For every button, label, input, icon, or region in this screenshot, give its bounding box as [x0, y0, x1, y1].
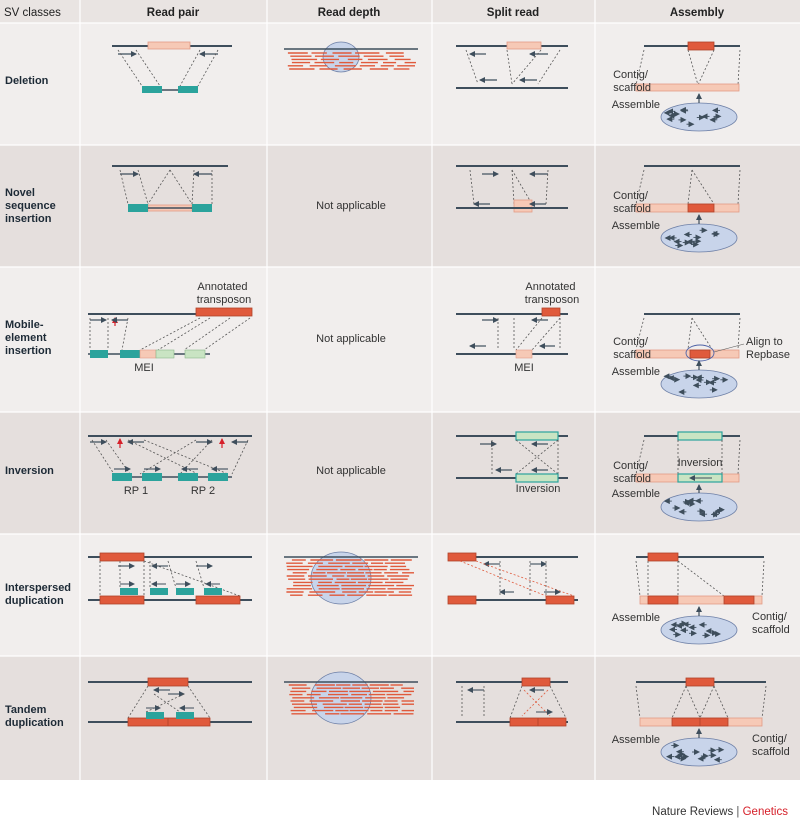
- row-label-mobile: Mobile- element insertion: [5, 319, 52, 357]
- rp1-label: RP 1: [124, 485, 148, 497]
- rp2-label: RP 2: [191, 485, 215, 497]
- as-align-repbase: Align to Repbase: [746, 336, 790, 361]
- as-inversion-label: Inversion: [678, 457, 723, 469]
- row-labels: Deletion Novel sequence insertion Mobile…: [5, 75, 74, 729]
- reads-tandem: [288, 684, 414, 715]
- header-sv-classes: SV classes: [4, 7, 61, 19]
- assemble-label-inversion: Assemble: [612, 488, 660, 500]
- credit-separator: |: [736, 806, 740, 818]
- assemble-label-deletion: Assemble: [612, 99, 660, 111]
- depth-oval-interspersed: [310, 551, 372, 605]
- tandem-split-read: [456, 677, 568, 727]
- not-applicable-texts: Not applicable Not applicable Not applic…: [316, 200, 386, 477]
- interspersed-read-pair: [88, 552, 252, 605]
- novel-assembly: [635, 165, 741, 213]
- tandem-assembly: [635, 677, 767, 727]
- mobile-assembly: Align to Repbase: [635, 313, 790, 362]
- reads-deletion: [287, 52, 416, 70]
- header-band: [0, 0, 800, 23]
- header-read-pair: Read pair: [147, 7, 200, 19]
- header-assembly: Assembly: [670, 7, 725, 19]
- depth-oval-deletion: [322, 41, 360, 73]
- rp-mei-label: MEI: [134, 362, 154, 374]
- tandem-read-depth: [284, 671, 418, 725]
- contig-label-inversion: Contig/ scaffold: [613, 460, 651, 485]
- rp-annotated-transposon: Annotated transposon: [197, 281, 251, 306]
- interspersed-assembly: [635, 552, 765, 605]
- column-dividers: [0, 0, 800, 780]
- contig-label-mobile: Contig/ scaffold: [613, 336, 651, 361]
- assembly-reads-oval: [660, 369, 738, 399]
- deletion-split-read: [456, 41, 568, 89]
- inversion-split-read: Inversion: [456, 431, 568, 495]
- assemble-label-novel: Assemble: [612, 220, 660, 232]
- header-split-read: Split read: [487, 7, 539, 19]
- contig-label-tandem: Contig/ scaffold: [752, 733, 790, 758]
- header-read-depth: Read depth: [318, 7, 381, 19]
- assembly-labels: Contig/ scaffold Assemble Contig/ scaffo…: [612, 69, 790, 758]
- assembly-ovals: [660, 93, 738, 767]
- deletion-read-pair: [112, 41, 232, 93]
- sr-mei-label: MEI: [514, 362, 534, 374]
- assemble-label-mobile: Assemble: [612, 366, 660, 378]
- tandem-read-pair: [88, 677, 252, 727]
- contig-label-novel: Contig/ scaffold: [613, 190, 651, 215]
- column-headers: SV classes Read pair Read depth Split re…: [4, 7, 725, 19]
- assembly-reads-oval: [660, 492, 738, 522]
- assemble-label-interspersed: Assemble: [612, 612, 660, 624]
- deletion-assembly: [635, 41, 741, 92]
- mobile-split-read: Annotated transposon MEI: [456, 281, 579, 374]
- journal-credit: Nature Reviews | Genetics: [652, 806, 788, 818]
- novel-split-read: [456, 165, 568, 213]
- sr-annotated-transposon: Annotated transposon: [525, 281, 579, 306]
- reads-interspersed: [286, 559, 414, 596]
- assemble-label-tandem: Assemble: [612, 734, 660, 746]
- sv-detection-figure: SV classes Read pair Read depth Split re…: [0, 0, 800, 780]
- na-mobile: Not applicable: [316, 333, 386, 345]
- mobile-read-pair: Annotated transposon MEI: [88, 281, 253, 374]
- row-label-deletion: Deletion: [5, 75, 49, 87]
- inversion-assembly: Inversion: [635, 431, 741, 483]
- assembly-reads-oval: [660, 615, 738, 645]
- interspersed-read-depth: [284, 551, 418, 605]
- row-label-tandem: Tandem duplication: [5, 704, 64, 729]
- assembly-reads-oval: [660, 102, 738, 132]
- deletion-read-depth: [284, 41, 418, 73]
- inversion-read-pair: RP 1 RP 2: [88, 435, 252, 497]
- sr-inversion-label: Inversion: [516, 483, 561, 495]
- interspersed-split-read: [447, 552, 578, 605]
- journal-name: Nature Reviews: [652, 806, 734, 818]
- na-novel: Not applicable: [316, 200, 386, 212]
- contig-label-interspersed: Contig/ scaffold: [752, 611, 790, 636]
- row-label-novel: Novel sequence insertion: [5, 187, 59, 225]
- novel-read-pair: [112, 165, 228, 212]
- na-inversion: Not applicable: [316, 465, 386, 477]
- journal-section: Genetics: [742, 806, 788, 818]
- row-label-inversion: Inversion: [5, 465, 54, 477]
- row-label-interspersed: Interspersed duplication: [5, 582, 74, 607]
- contig-label-deletion: Contig/ scaffold: [613, 69, 651, 94]
